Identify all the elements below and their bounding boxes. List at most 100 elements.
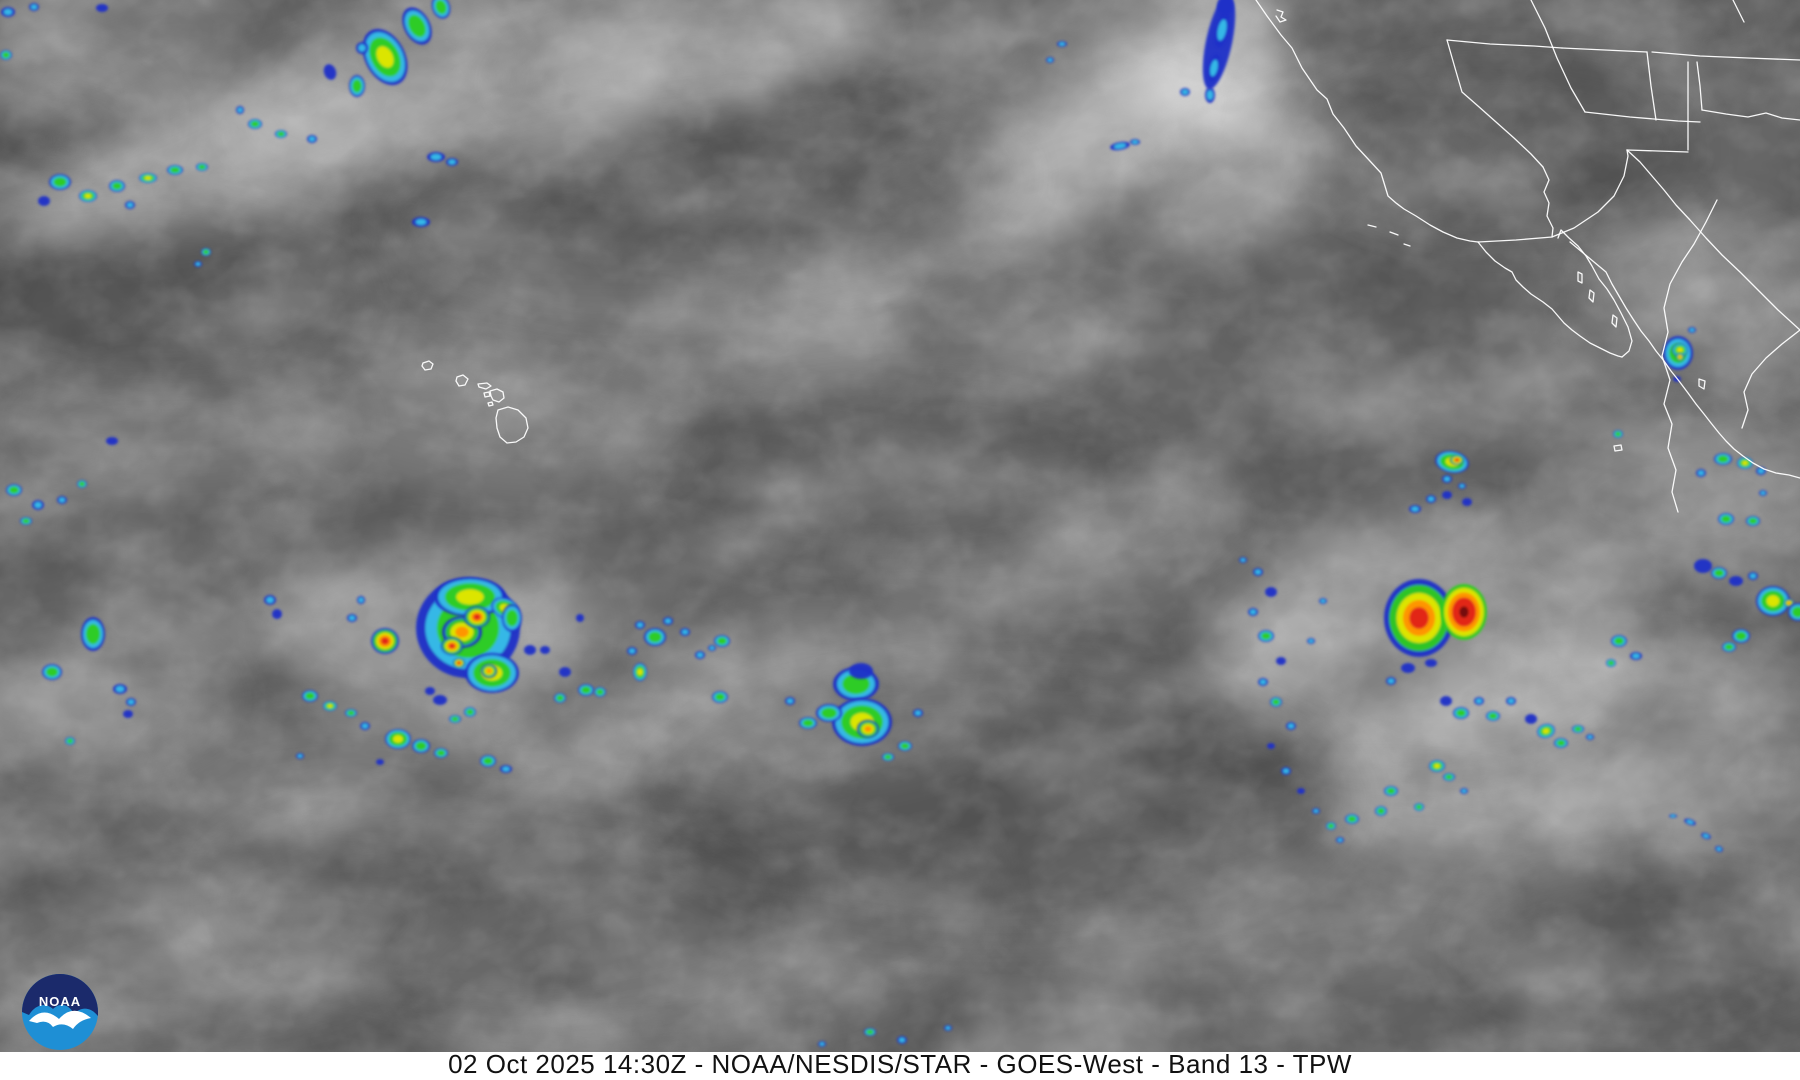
- convection-cell: [594, 687, 606, 697]
- island-gulf-island-4: [1698, 378, 1706, 390]
- convection-cell: [1, 7, 15, 17]
- island-hawaii-lanai: [483, 391, 491, 398]
- convection-cell: [113, 684, 127, 694]
- border-ca-nv-border: [1446, 39, 1544, 168]
- convection-cell: [1425, 659, 1437, 667]
- convection-cell: [272, 609, 282, 619]
- convection-cell: [349, 75, 365, 97]
- convection-cell: [480, 755, 496, 767]
- convection-cell: [559, 667, 571, 677]
- convection-cell: [818, 1041, 826, 1047]
- convection-cell: [376, 759, 384, 765]
- border-channel-island-3: [1403, 243, 1411, 247]
- convection-cell: [1409, 505, 1421, 513]
- convection-cell: [385, 729, 411, 749]
- convection-cell: [248, 119, 262, 129]
- convection-cell: [714, 635, 730, 647]
- convection-cell: [323, 64, 337, 80]
- convection-cell: [357, 596, 365, 604]
- convection-cell: [79, 190, 97, 202]
- convection-cell: [464, 606, 490, 628]
- convection-cell: [857, 720, 879, 738]
- convection-cell: [1443, 773, 1455, 781]
- caption-text: 02 Oct 2025 14:30Z - NOAA/NESDIS/STAR - …: [448, 1049, 1352, 1079]
- noaa-logo: [22, 974, 98, 1050]
- convection-cell: [1784, 599, 1794, 607]
- convection-cell: [944, 1025, 952, 1031]
- border-channel-island-2: [1389, 231, 1399, 236]
- convection-cell: [1788, 603, 1800, 621]
- tpw-convection-layer: [0, 0, 1800, 1047]
- convection-cell: [32, 500, 44, 510]
- caption-bar: 02 Oct 2025 14:30Z - NOAA/NESDIS/STAR - …: [0, 1049, 1800, 1080]
- border-us-mexico-border: [1477, 149, 1629, 243]
- convection-cell: [29, 3, 39, 11]
- convection-cell: [898, 741, 912, 751]
- convection-cell: [1506, 697, 1516, 705]
- convection-cell: [644, 628, 666, 646]
- convection-cell: [371, 628, 399, 654]
- convection-cell: [1386, 677, 1396, 685]
- convection-cell: [1319, 598, 1327, 604]
- convection-cell: [236, 106, 244, 114]
- convection-cell: [1312, 808, 1320, 814]
- convection-cell: [1110, 141, 1130, 151]
- convection-cell: [1718, 513, 1734, 525]
- convection-cell: [362, 28, 408, 86]
- convection-cell: [627, 647, 637, 655]
- convection-cell: [1429, 760, 1445, 772]
- convection-cell: [96, 4, 108, 12]
- convection-cell: [1207, 54, 1221, 82]
- convection-cell: [1486, 711, 1500, 721]
- convection-cell: [1442, 491, 1452, 499]
- convection-cell: [799, 717, 817, 729]
- convection-cell: [1572, 725, 1584, 733]
- border-ok-panhandle-north: [1651, 51, 1800, 61]
- convection-cell: [433, 695, 447, 705]
- convection-cell: [1746, 516, 1760, 526]
- island-hawaii-kahoolawe: [487, 401, 494, 407]
- convection-cell: [126, 698, 136, 706]
- convection-cell: [708, 645, 716, 651]
- convection-cell: [1384, 579, 1454, 657]
- convection-cell: [275, 130, 287, 138]
- convection-cell: [0, 50, 12, 60]
- convection-cell: [1270, 697, 1282, 707]
- convection-cell: [1214, 12, 1230, 48]
- convection-cell: [302, 690, 318, 702]
- convection-cell: [1458, 483, 1466, 489]
- convection-cell: [402, 7, 432, 45]
- convection-cell: [816, 704, 842, 722]
- convection-cell: [345, 709, 357, 717]
- island-gulf-island-3: [1611, 314, 1618, 328]
- border-baja-west-coast: [1477, 241, 1623, 358]
- border-sonora-state-line: [1661, 199, 1718, 513]
- convection-cell: [431, 0, 451, 19]
- noaa-logo-top-half: [22, 974, 98, 1016]
- convection-cell: [264, 595, 276, 605]
- convection-cell: [347, 614, 357, 622]
- convection-cell: [481, 664, 497, 678]
- convection-cell: [360, 722, 370, 730]
- island-hawaii-molokai: [477, 382, 492, 390]
- convection-cell: [109, 180, 125, 192]
- convection-cell: [57, 496, 67, 504]
- island-hawaii-maui: [489, 388, 505, 403]
- convection-cell: [441, 637, 463, 655]
- convection-cell: [1759, 490, 1767, 496]
- border-ut-north-border: [1561, 47, 1648, 53]
- convection-cell: [1384, 786, 1398, 796]
- convection-cell: [554, 693, 566, 703]
- convection-cell: [1286, 722, 1296, 730]
- border-ut-co-border: [1646, 51, 1657, 121]
- convection-cell: [434, 748, 448, 758]
- island-gulf-island-2: [1588, 289, 1595, 303]
- convection-cell: [1217, 0, 1233, 16]
- convection-cell: [1672, 343, 1688, 357]
- convection-cell: [449, 715, 461, 723]
- island-gulf-island-1: [1577, 271, 1583, 284]
- convection-cell: [81, 617, 105, 651]
- convection-cell: [1756, 467, 1766, 475]
- convection-cell: [1611, 635, 1627, 647]
